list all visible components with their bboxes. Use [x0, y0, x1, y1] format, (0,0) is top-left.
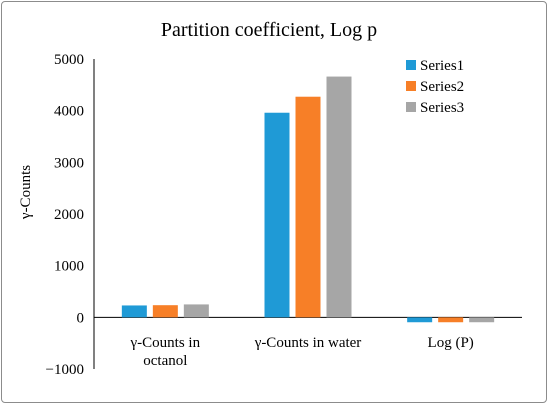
chart-title: Partition coefficient, Log p	[161, 19, 377, 41]
legend-label-series3: Series3	[420, 100, 464, 116]
legend: Series1 Series2 Series3	[406, 58, 464, 116]
category-label: γ-Counts in	[130, 335, 201, 351]
bar-series1-0	[121, 305, 147, 318]
bar-series2-0	[152, 305, 178, 318]
y-ticks: 5000 4000 3000 2000 1000 0 −1000	[46, 52, 84, 378]
y-tick-label: 0	[77, 310, 85, 326]
chart-frame: Partition coefficient, Log p γ-Counts 50…	[1, 1, 547, 403]
legend-swatch-series3	[406, 102, 416, 112]
bar-series1-1	[264, 112, 290, 318]
y-tick-label: −1000	[46, 362, 84, 378]
bar-series3-2	[469, 317, 495, 323]
y-tick-label: 1000	[54, 259, 84, 275]
y-tick-label: 3000	[54, 155, 84, 171]
bars	[121, 76, 495, 323]
category-labels: γ-Counts in octanol γ-Counts in water Log (…	[130, 335, 474, 369]
category-label: octanol	[143, 353, 187, 369]
legend-label-series2: Series2	[420, 79, 464, 95]
category-label: Log (P)	[428, 335, 474, 351]
y-tick-label: 2000	[54, 207, 84, 223]
legend-label-series1: Series1	[420, 58, 464, 74]
legend-swatch-series2	[406, 81, 416, 91]
bar-series2-1	[295, 96, 321, 318]
bar-series1-2	[407, 317, 433, 323]
category-label: γ-Counts in water	[254, 335, 362, 351]
y-tick-label: 4000	[54, 104, 84, 120]
bar-chart: Partition coefficient, Log p γ-Counts 50…	[18, 19, 522, 378]
bar-series2-2	[438, 317, 464, 323]
bar-series3-1	[326, 76, 352, 318]
y-tick-label: 5000	[54, 52, 84, 68]
y-axis-label: γ-Counts	[18, 165, 34, 220]
legend-swatch-series1	[406, 60, 416, 70]
bar-series3-0	[183, 304, 209, 318]
